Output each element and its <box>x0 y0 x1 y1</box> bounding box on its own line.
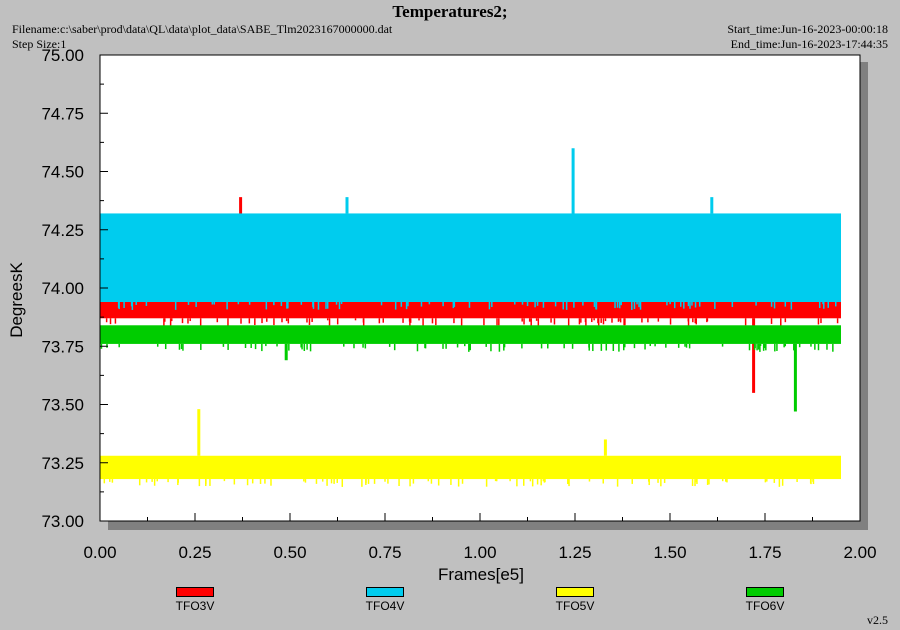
legend-item-tfo5v: TFO5V <box>530 587 620 613</box>
y-tick-label: 74.50 <box>41 163 84 182</box>
x-tick-label: 1.75 <box>748 543 781 562</box>
step-size-text: Step Size:1 <box>12 37 67 51</box>
series-band-tfo6v <box>100 325 841 344</box>
legend-label: TFO6V <box>745 599 785 613</box>
series-tfo4v <box>100 148 841 310</box>
legend-swatch <box>366 587 404 597</box>
y-axis-label: DegreesK <box>7 262 26 338</box>
series-band-tfo4v <box>100 213 841 302</box>
filename-text: Filename:c:\saber\prod\data\QL\data\plot… <box>12 22 393 36</box>
axis-layer: 73.00 73.25 73.50 73.75 74.00 74.25 74.50 74.75… <box>41 46 876 562</box>
x-tick-label: 1.25 <box>558 543 591 562</box>
x-tick-label: 0.25 <box>178 543 211 562</box>
y-tick-label: 73.50 <box>41 396 84 415</box>
y-tick-label: 73.00 <box>41 512 84 531</box>
chart-title: Temperatures2; <box>392 2 508 21</box>
x-tick-label: 0.50 <box>273 543 306 562</box>
version-text: v2.5 <box>867 613 888 627</box>
y-tick-label: 74.25 <box>41 221 84 240</box>
series-band-tfo3v <box>100 301 841 319</box>
end-time-text: End_time:Jun-16-2023-17:44:35 <box>730 37 888 51</box>
y-tick-label: 74.00 <box>41 279 84 298</box>
x-axis-label: Frames[e5] <box>438 565 524 584</box>
legend-item-tfo3v: TFO3V <box>150 587 240 613</box>
legend-label: TFO3V <box>175 599 215 613</box>
y-tick-label: 73.75 <box>41 337 84 356</box>
y-tick-label: 73.25 <box>41 454 84 473</box>
legend-label: TFO4V <box>365 599 405 613</box>
legend-swatch <box>556 587 594 597</box>
x-tick-label: 1.00 <box>463 543 496 562</box>
legend-swatch <box>176 587 214 597</box>
series-tfo6v <box>100 325 841 412</box>
y-tick-label: 74.75 <box>41 104 84 123</box>
start-time-text: Start_time:Jun-16-2023-00:00:18 <box>727 22 888 36</box>
legend-label: TFO5V <box>555 599 595 613</box>
series-band-tfo5v <box>100 455 841 480</box>
legend-item-tfo4v: TFO4V <box>340 587 430 613</box>
x-tick-label: 2.00 <box>843 543 876 562</box>
legend-swatch <box>746 587 784 597</box>
series-tfo5v <box>100 409 841 487</box>
legend-item-tfo6v: TFO6V <box>720 587 810 613</box>
x-tick-label: 1.50 <box>653 543 686 562</box>
series-layer <box>100 148 841 487</box>
x-tick-label: 0.75 <box>368 543 401 562</box>
y-tick-label: 75.00 <box>41 46 84 65</box>
x-tick-label: 0.00 <box>83 543 116 562</box>
